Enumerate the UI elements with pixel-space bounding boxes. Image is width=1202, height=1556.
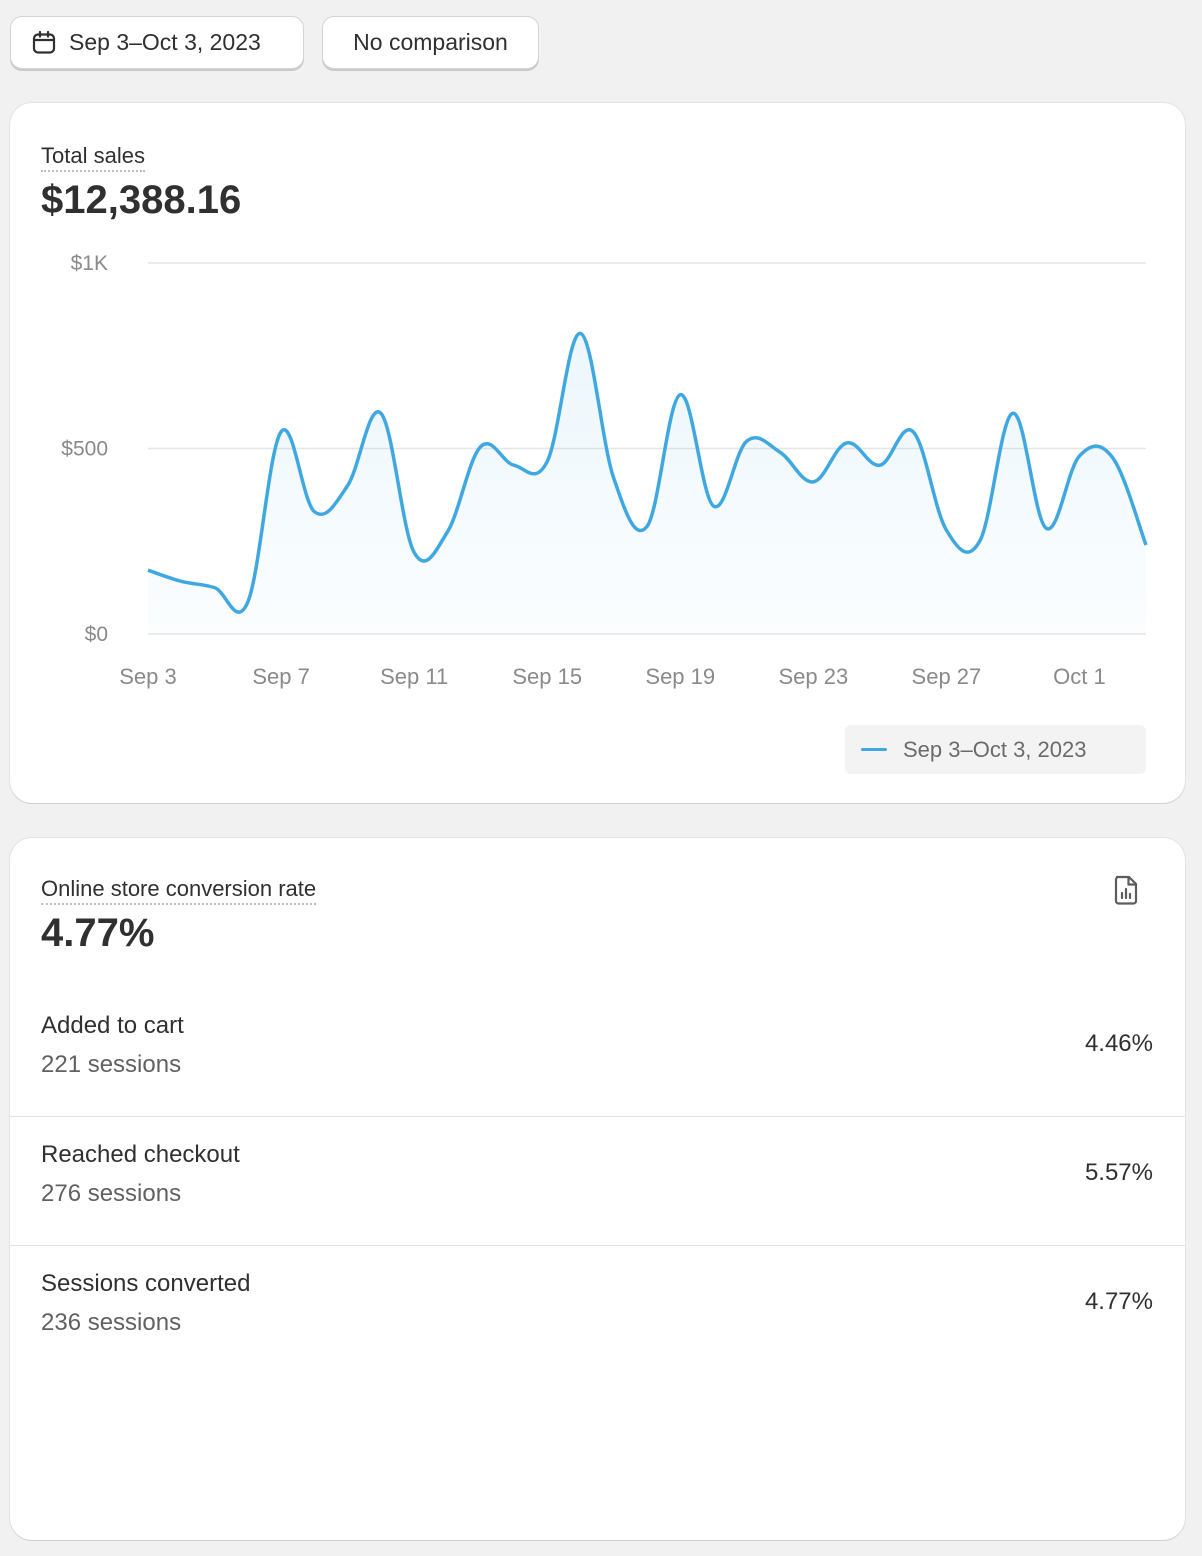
data-point[interactable]: [342, 480, 354, 492]
data-point[interactable]: [608, 472, 620, 484]
data-point[interactable]: [1140, 539, 1152, 551]
data-point[interactable]: [1073, 450, 1085, 462]
total-sales-chart: $0 $500 $1K Sep 3 Sep 7 Sep 11 Sep 15 Sep 19 Se…: [61, 252, 1152, 689]
funnel-step-added-to-cart: Added to cart 221 sessions 4.46%: [10, 988, 1185, 1117]
x-tick-label: Oct 1: [1053, 664, 1106, 689]
data-point[interactable]: [441, 526, 453, 538]
data-point[interactable]: [475, 441, 487, 453]
data-point[interactable]: [940, 524, 952, 536]
data-point[interactable]: [841, 437, 853, 449]
funnel-step-reached-checkout: Reached checkout 276 sessions 5.57%: [10, 1117, 1185, 1246]
data-point[interactable]: [275, 426, 287, 438]
x-tick-label: Sep 23: [778, 664, 848, 689]
conversion-rate-label[interactable]: Online store conversion rate: [41, 876, 317, 905]
date-range-button[interactable]: Sep 3–Oct 3, 2023: [10, 16, 304, 69]
data-point[interactable]: [807, 476, 819, 488]
step-percentage: 4.77%: [1084, 1288, 1153, 1315]
data-point[interactable]: [907, 426, 919, 438]
comparison-button[interactable]: No comparison: [322, 16, 539, 69]
x-tick-label: Sep 19: [645, 664, 715, 689]
step-sessions: 221 sessions: [41, 1051, 182, 1078]
total-sales-card: Total sales $12,388.16 $0 $500 $1K Sep 3 Se…: [10, 103, 1185, 803]
divider: [10, 1245, 1185, 1246]
funnel-step-sessions-converted: Sessions converted 236 sessions 4.77%: [10, 1246, 1185, 1375]
step-percentage: 5.57%: [1084, 1159, 1153, 1186]
data-point[interactable]: [674, 389, 686, 401]
data-point[interactable]: [375, 407, 387, 419]
y-tick-label: $1K: [71, 252, 108, 275]
legend-label: Sep 3–Oct 3, 2023: [903, 736, 1087, 762]
x-tick-label: Sep 27: [912, 664, 982, 689]
date-range-label: Sep 3–Oct 3, 2023: [69, 29, 261, 55]
total-sales-label[interactable]: Total sales: [41, 143, 145, 172]
comparison-label: No comparison: [353, 29, 508, 55]
data-point[interactable]: [508, 459, 520, 471]
data-point[interactable]: [1107, 452, 1119, 464]
x-tick-label: Sep 11: [380, 664, 448, 689]
data-point[interactable]: [142, 564, 154, 576]
step-name: Added to cart: [41, 1012, 184, 1039]
step-percentage: 4.46%: [1084, 1030, 1153, 1057]
step-name: Reached checkout: [41, 1141, 240, 1168]
y-tick-label: $500: [61, 438, 108, 461]
series-area: [148, 333, 1146, 634]
total-sales-value: $12,388.16: [41, 178, 242, 222]
conversion-rate-card: Online store conversion rate 4.77% Added…: [10, 838, 1185, 1540]
data-point[interactable]: [1040, 522, 1052, 534]
calendar-icon: [31, 30, 57, 56]
data-point[interactable]: [541, 455, 553, 467]
data-point[interactable]: [242, 596, 254, 608]
data-point[interactable]: [774, 446, 786, 458]
x-tick-label: Sep 7: [252, 664, 310, 689]
data-point[interactable]: [741, 435, 753, 447]
y-tick-label: $0: [85, 623, 108, 646]
x-tick-label: Sep 15: [512, 664, 582, 689]
data-point[interactable]: [641, 520, 653, 532]
conversion-rate-value: 4.77%: [41, 911, 155, 955]
data-point[interactable]: [974, 535, 986, 547]
step-sessions: 276 sessions: [41, 1180, 182, 1207]
data-point[interactable]: [308, 506, 320, 518]
data-point[interactable]: [1007, 407, 1019, 419]
data-point[interactable]: [175, 575, 187, 587]
report-document-icon[interactable]: [1112, 874, 1140, 906]
series-line[interactable]: [147, 331, 1148, 614]
data-point[interactable]: [209, 582, 221, 594]
x-tick-label: Sep 3: [119, 664, 177, 689]
chart-legend[interactable]: Sep 3–Oct 3, 2023: [845, 725, 1146, 774]
step-name: Sessions converted: [41, 1270, 251, 1297]
data-point[interactable]: [574, 327, 586, 339]
data-point[interactable]: [874, 459, 886, 471]
data-point[interactable]: [708, 500, 720, 512]
legend-swatch: [861, 748, 887, 751]
step-sessions: 236 sessions: [41, 1309, 182, 1336]
data-point[interactable]: [408, 546, 420, 558]
divider: [10, 1116, 1185, 1117]
